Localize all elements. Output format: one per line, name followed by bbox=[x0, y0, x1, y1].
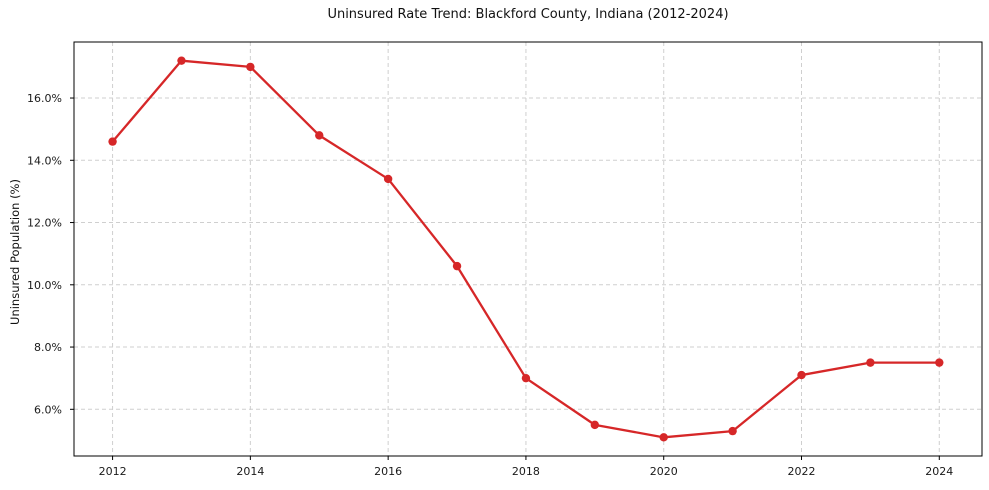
data-point bbox=[590, 420, 600, 430]
y-tick-label: 16.0% bbox=[27, 92, 62, 105]
x-tick-label: 2022 bbox=[788, 465, 816, 478]
x-tick-label: 2020 bbox=[650, 465, 678, 478]
data-point bbox=[866, 358, 875, 367]
data-point bbox=[383, 174, 393, 184]
data-point bbox=[315, 131, 324, 140]
x-tick-label: 2016 bbox=[374, 465, 402, 478]
data-point bbox=[521, 373, 531, 383]
data-point bbox=[246, 62, 255, 72]
x-tick-label: 2024 bbox=[925, 465, 953, 478]
plot-border bbox=[73, 41, 983, 457]
y-tick-label: 12.0% bbox=[27, 217, 62, 230]
x-tick-label: 2014 bbox=[236, 465, 264, 478]
y-tick-label: 6.0% bbox=[34, 403, 62, 416]
data-point bbox=[108, 137, 117, 146]
chart-title: Uninsured Rate Trend: Blackford County, … bbox=[327, 7, 729, 22]
y-tick-label: 10.0% bbox=[27, 279, 62, 292]
data-point bbox=[659, 433, 668, 442]
y-tick-label: 8.0% bbox=[34, 341, 62, 354]
y-tick-label: 14.0% bbox=[27, 154, 62, 167]
x-tick-label: 2012 bbox=[99, 465, 127, 478]
data-point bbox=[177, 56, 186, 65]
data-point bbox=[935, 358, 944, 367]
data-point bbox=[728, 426, 737, 436]
data-point bbox=[797, 370, 806, 380]
x-tick-label: 2018 bbox=[512, 465, 540, 478]
data-point bbox=[452, 261, 462, 271]
